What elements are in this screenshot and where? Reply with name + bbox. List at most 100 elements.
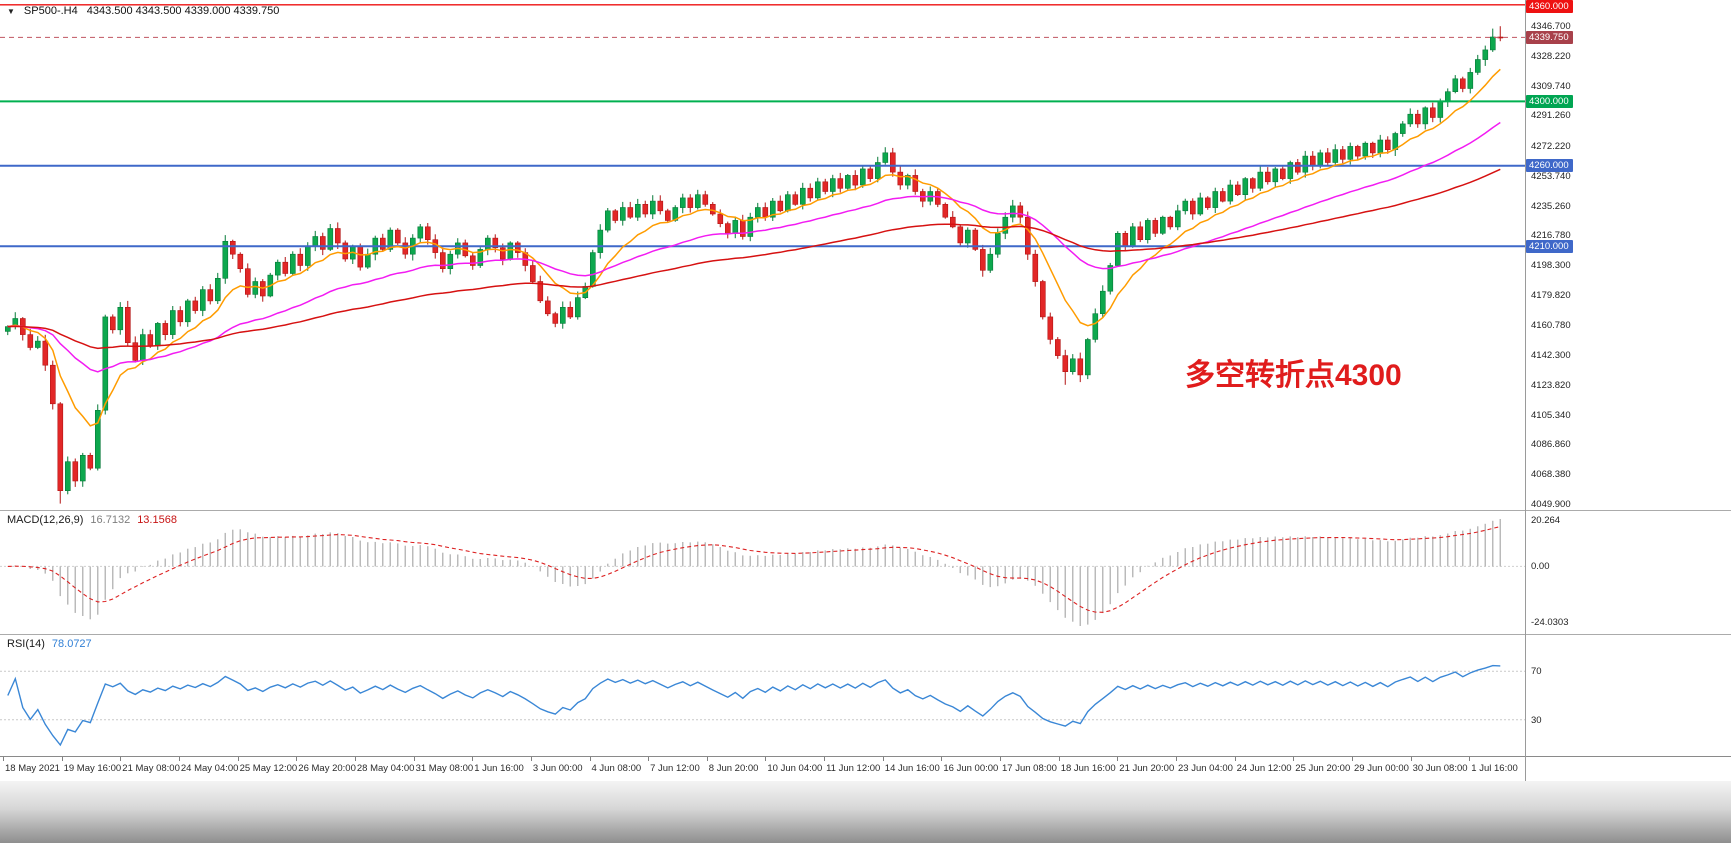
time-axis-tick — [61, 757, 63, 761]
price-tick-label: 4272.220 — [1531, 141, 1571, 152]
price-tick-label: 4105.340 — [1531, 409, 1571, 421]
price-tick-label: 4068.380 — [1531, 469, 1571, 480]
time-axis-tick — [824, 757, 826, 761]
price-tick-label: 4291.260 — [1531, 110, 1571, 122]
time-tick-label: 21 Jun 20:00 — [1119, 763, 1175, 774]
price-tick-label: 4328.220 — [1531, 51, 1571, 62]
time-tick-label: 7 Jun 12:00 — [650, 763, 700, 774]
symbol-name: SP500-.H4 — [23, 5, 78, 17]
time-axis-tick — [1352, 757, 1353, 761]
time-tick-label: 31 May 08:00 — [415, 763, 474, 774]
price-badge: 4210.000 — [1526, 239, 1573, 253]
time-axis-tick — [589, 757, 591, 761]
price-badge: 4360.000 — [1526, 0, 1573, 13]
rsi-name: RSI(14) — [7, 638, 45, 650]
time-tick-label: 18 May 2021 — [5, 763, 60, 774]
time-axis-tick — [941, 757, 943, 761]
time-axis-tick — [1469, 757, 1471, 761]
price-tick-label: 4086.860 — [1531, 439, 1571, 451]
time-axis-tick — [1293, 757, 1295, 761]
symbol-header: ▼ SP500-.H4 4343.500 4343.500 4339.000 4… — [7, 5, 279, 17]
macd-signal-value: 13.1568 — [137, 514, 177, 526]
macd-label: MACD(12,26,9) 16.7132 13.1568 — [7, 514, 177, 526]
time-tick-label: 14 Jun 16:00 — [884, 763, 940, 774]
time-axis-tick — [237, 757, 239, 761]
time-axis-border — [0, 756, 1731, 757]
time-tick-label: 25 Jun 20:00 — [1295, 763, 1351, 774]
rsi-value: 78.0727 — [51, 638, 92, 650]
time-tick-label: 3 Jun 00:00 — [532, 763, 583, 774]
macd-axis-label: 0.00 — [1531, 561, 1550, 573]
time-axis-tick — [1234, 757, 1236, 761]
rsi-level-label: 30 — [1531, 714, 1542, 726]
macd-axis-label: 20.264 — [1531, 514, 1561, 526]
price-tick-label: 4198.300 — [1531, 260, 1571, 271]
time-tick-label: 23 Jun 04:00 — [1178, 763, 1233, 774]
time-axis-tick — [354, 757, 356, 761]
time-tick-label: 24 Jun 12:00 — [1236, 763, 1292, 774]
price-tick-label: 4346.700 — [1531, 21, 1571, 33]
macd-indicator-canvas[interactable] — [0, 511, 1525, 634]
time-tick-label: 16 Jun 00:00 — [943, 763, 999, 774]
price-tick-label: 4309.740 — [1531, 80, 1571, 92]
time-axis-tick — [178, 757, 180, 761]
macd-axis-label: -24.0303 — [1531, 617, 1569, 628]
time-axis-tick — [1000, 757, 1001, 761]
price-tick-label: 4253.740 — [1531, 170, 1571, 182]
time-tick-label: 8 Jun 20:00 — [708, 763, 759, 774]
time-axis-tick — [882, 757, 884, 761]
candlestick-chart-canvas[interactable] — [0, 0, 1525, 510]
rsi-level-label: 70 — [1531, 666, 1542, 678]
price-tick-label: 4216.780 — [1531, 230, 1571, 242]
time-axis-tick — [765, 757, 767, 761]
rsi-indicator-canvas[interactable] — [0, 635, 1525, 756]
time-tick-label: 29 Jun 00:00 — [1354, 763, 1409, 774]
time-tick-label: 4 Jun 08:00 — [591, 763, 642, 774]
panel-separator[interactable] — [0, 634, 1731, 635]
price-axis-separator — [1525, 0, 1526, 781]
time-axis-tick — [120, 757, 122, 761]
time-tick-label: 26 May 20:00 — [298, 763, 356, 774]
time-tick-label: 17 Jun 08:00 — [1002, 763, 1057, 774]
price-tick-label: 4179.820 — [1531, 289, 1571, 301]
price-tick-label: 4160.780 — [1531, 320, 1571, 332]
time-tick-label: 28 May 04:00 — [356, 763, 415, 774]
panel-separator[interactable] — [0, 510, 1731, 511]
price-tick-label: 4142.300 — [1531, 350, 1571, 362]
symbol-ohlc-values: 4343.500 4343.500 4339.000 4339.750 — [86, 5, 280, 17]
time-axis-tick — [1117, 757, 1119, 761]
time-axis-tick — [1176, 757, 1177, 761]
time-axis-tick — [472, 757, 474, 761]
time-axis-tick — [3, 757, 4, 761]
price-badge: 4260.000 — [1526, 159, 1573, 173]
time-tick-label: 1 Jul 16:00 — [1471, 763, 1518, 774]
price-badge: 4339.750 — [1526, 30, 1573, 44]
time-axis-tick — [648, 757, 650, 761]
time-tick-label: 30 Jun 08:00 — [1412, 763, 1468, 774]
time-axis-tick — [413, 757, 415, 761]
bottom-strip — [0, 781, 1731, 843]
time-axis-tick — [706, 757, 708, 761]
time-axis-tick — [530, 757, 532, 761]
time-tick-label: 11 Jun 12:00 — [826, 763, 881, 774]
time-tick-label: 19 May 16:00 — [63, 763, 122, 774]
time-tick-label: 18 Jun 16:00 — [1060, 763, 1116, 774]
price-tick-label: 4123.820 — [1531, 379, 1571, 391]
time-tick-label: 24 May 04:00 — [180, 763, 239, 774]
time-tick-label: 25 May 12:00 — [239, 763, 298, 774]
time-axis-tick — [296, 757, 298, 761]
price-tick-label: 4049.900 — [1531, 498, 1571, 510]
time-axis-tick — [1410, 757, 1412, 761]
time-axis-tick — [1058, 757, 1060, 761]
price-tick-label: 4235.260 — [1531, 200, 1571, 212]
price-badge: 4300.000 — [1526, 94, 1573, 108]
time-tick-label: 1 Jun 16:00 — [474, 763, 524, 774]
time-tick-label: 21 May 08:00 — [122, 763, 180, 774]
rsi-label: RSI(14) 78.0727 — [7, 638, 92, 650]
macd-main-value: 16.7132 — [90, 514, 131, 526]
chart-annotation-text: 多空转折点4300 — [1185, 359, 1402, 392]
triangle-down-icon[interactable]: ▼ — [7, 6, 15, 16]
macd-name: MACD(12,26,9) — [7, 514, 84, 526]
time-tick-label: 10 Jun 04:00 — [767, 763, 823, 774]
